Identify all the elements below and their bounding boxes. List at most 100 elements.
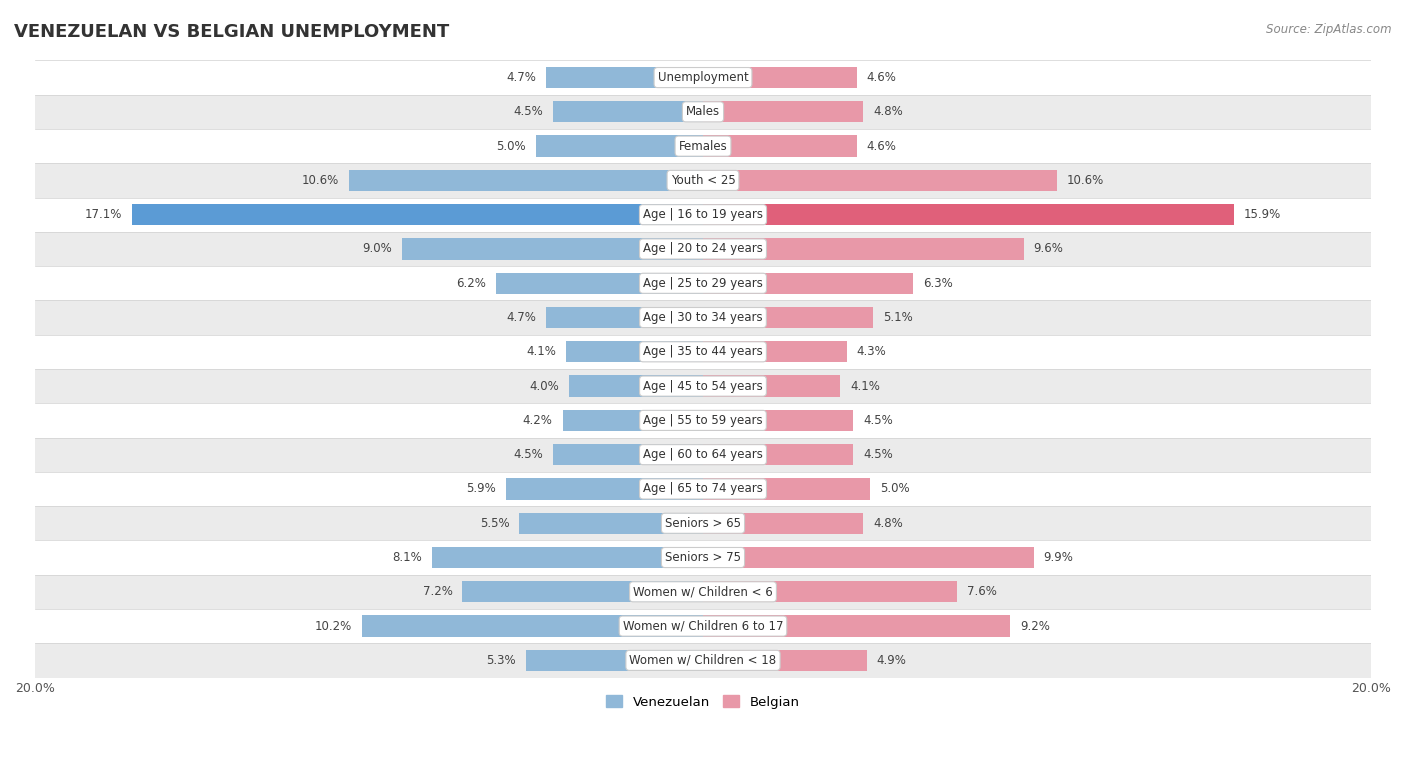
Text: VENEZUELAN VS BELGIAN UNEMPLOYMENT: VENEZUELAN VS BELGIAN UNEMPLOYMENT (14, 23, 450, 41)
Text: Seniors > 65: Seniors > 65 (665, 517, 741, 530)
Bar (35, 506, 1371, 540)
Bar (703, 650, 866, 671)
Text: 10.2%: 10.2% (315, 619, 353, 633)
Text: Source: ZipAtlas.com: Source: ZipAtlas.com (1267, 23, 1392, 36)
Text: Age | 35 to 44 years: Age | 35 to 44 years (643, 345, 763, 358)
Text: 4.5%: 4.5% (513, 105, 543, 118)
Text: 4.6%: 4.6% (866, 139, 897, 153)
Text: 9.6%: 9.6% (1033, 242, 1063, 255)
Text: 5.1%: 5.1% (883, 311, 912, 324)
Bar (562, 410, 703, 431)
Bar (567, 341, 703, 363)
Text: 17.1%: 17.1% (84, 208, 122, 221)
Bar (35, 438, 1371, 472)
Text: Seniors > 75: Seniors > 75 (665, 551, 741, 564)
Text: 4.9%: 4.9% (877, 654, 907, 667)
Bar (546, 307, 703, 329)
Text: 15.9%: 15.9% (1244, 208, 1281, 221)
Text: 5.3%: 5.3% (486, 654, 516, 667)
Text: 4.7%: 4.7% (506, 71, 536, 84)
Bar (553, 444, 703, 466)
Bar (703, 273, 914, 294)
Text: 9.9%: 9.9% (1043, 551, 1074, 564)
Text: Women w/ Children < 6: Women w/ Children < 6 (633, 585, 773, 598)
Text: 4.8%: 4.8% (873, 517, 903, 530)
Bar (35, 472, 1371, 506)
Text: 5.5%: 5.5% (479, 517, 509, 530)
Text: 7.2%: 7.2% (423, 585, 453, 598)
Text: Age | 30 to 34 years: Age | 30 to 34 years (643, 311, 763, 324)
Bar (703, 512, 863, 534)
Text: Age | 25 to 29 years: Age | 25 to 29 years (643, 277, 763, 290)
Bar (506, 478, 703, 500)
Bar (569, 375, 703, 397)
Text: 9.2%: 9.2% (1021, 619, 1050, 633)
Bar (35, 95, 1371, 129)
Bar (35, 540, 1371, 575)
Bar (536, 136, 703, 157)
Text: Unemployment: Unemployment (658, 71, 748, 84)
Text: Males: Males (686, 105, 720, 118)
Text: 4.3%: 4.3% (856, 345, 886, 358)
Bar (363, 615, 703, 637)
Bar (703, 307, 873, 329)
Bar (703, 375, 839, 397)
Text: 4.1%: 4.1% (526, 345, 555, 358)
Text: 4.5%: 4.5% (863, 448, 893, 461)
Bar (35, 61, 1371, 95)
Bar (463, 581, 703, 603)
Bar (703, 581, 957, 603)
Text: 6.2%: 6.2% (456, 277, 486, 290)
Bar (35, 335, 1371, 369)
Text: Women w/ Children 6 to 17: Women w/ Children 6 to 17 (623, 619, 783, 633)
Bar (35, 643, 1371, 678)
Text: 5.0%: 5.0% (496, 139, 526, 153)
Bar (519, 512, 703, 534)
Bar (496, 273, 703, 294)
Bar (526, 650, 703, 671)
Text: 4.5%: 4.5% (513, 448, 543, 461)
Text: 10.6%: 10.6% (302, 174, 339, 187)
Text: Age | 55 to 59 years: Age | 55 to 59 years (643, 414, 763, 427)
Bar (703, 547, 1033, 569)
Bar (703, 410, 853, 431)
Text: 4.0%: 4.0% (530, 379, 560, 393)
Bar (35, 198, 1371, 232)
Text: Age | 65 to 74 years: Age | 65 to 74 years (643, 482, 763, 496)
Bar (703, 101, 863, 123)
Bar (433, 547, 703, 569)
Text: Females: Females (679, 139, 727, 153)
Bar (553, 101, 703, 123)
Text: 9.0%: 9.0% (363, 242, 392, 255)
Bar (703, 478, 870, 500)
Bar (35, 301, 1371, 335)
Text: 4.2%: 4.2% (523, 414, 553, 427)
Bar (35, 403, 1371, 438)
Bar (35, 575, 1371, 609)
Bar (546, 67, 703, 88)
Bar (703, 67, 856, 88)
Bar (402, 238, 703, 260)
Text: Age | 60 to 64 years: Age | 60 to 64 years (643, 448, 763, 461)
Text: Age | 20 to 24 years: Age | 20 to 24 years (643, 242, 763, 255)
Text: Youth < 25: Youth < 25 (671, 174, 735, 187)
Bar (35, 266, 1371, 301)
Text: 5.9%: 5.9% (467, 482, 496, 496)
Text: Age | 45 to 54 years: Age | 45 to 54 years (643, 379, 763, 393)
Bar (703, 444, 853, 466)
Bar (703, 204, 1234, 226)
Bar (35, 369, 1371, 403)
Text: 8.1%: 8.1% (392, 551, 422, 564)
Bar (703, 341, 846, 363)
Text: Age | 16 to 19 years: Age | 16 to 19 years (643, 208, 763, 221)
Bar (35, 609, 1371, 643)
Text: 7.6%: 7.6% (967, 585, 997, 598)
Text: Women w/ Children < 18: Women w/ Children < 18 (630, 654, 776, 667)
Text: 6.3%: 6.3% (924, 277, 953, 290)
Legend: Venezuelan, Belgian: Venezuelan, Belgian (602, 690, 804, 714)
Bar (703, 238, 1024, 260)
Bar (703, 615, 1011, 637)
Bar (35, 164, 1371, 198)
Bar (35, 232, 1371, 266)
Text: 4.5%: 4.5% (863, 414, 893, 427)
